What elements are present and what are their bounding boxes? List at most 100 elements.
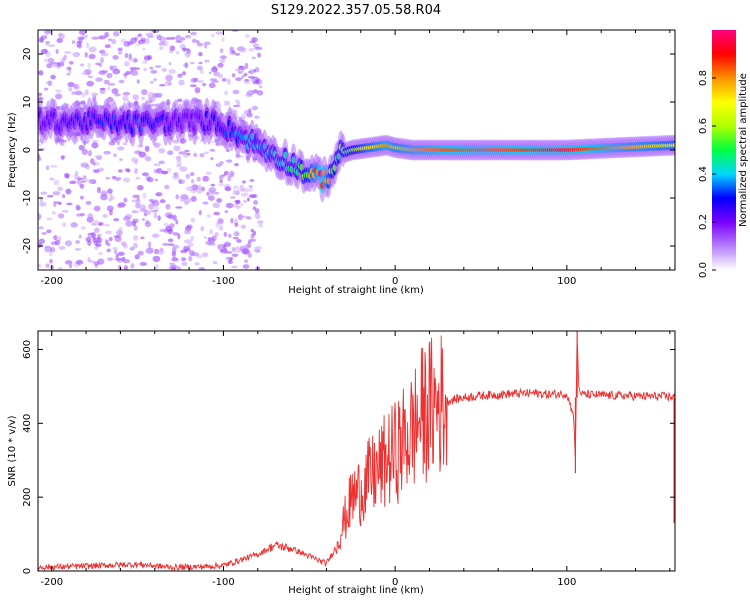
spectrogram-noise-blob xyxy=(130,37,137,44)
spectrogram-noise-blob xyxy=(113,249,117,255)
spectrogram-noise-blob xyxy=(61,209,70,213)
spectrogram-noise-blob xyxy=(123,197,128,203)
spectrogram-noise-blob xyxy=(95,62,102,66)
spectrogram-noise-blob xyxy=(257,52,261,58)
spectrogram-noise-blob xyxy=(207,214,211,218)
spectrogram-noise-blob xyxy=(38,226,44,230)
colorbar-ticks: 0.0 0.2 0.4 0.6 0.8 xyxy=(698,70,716,278)
spectrogram-noise-blob xyxy=(178,79,185,86)
spectrogram-noise-blob xyxy=(240,224,247,229)
spectrogram-noise-blob xyxy=(144,145,150,152)
spectrogram-noise-blob xyxy=(109,193,113,199)
spectrogram-noise-blob xyxy=(91,142,99,149)
spectrogram-noise-blob xyxy=(78,144,85,151)
spectrogram-noise-blob xyxy=(210,33,216,38)
spectrogram-noise-blob xyxy=(175,206,183,209)
snr-panel: -200 -100 0 100 0 200 400 600 Height of straigh… xyxy=(7,330,676,596)
spectrogram-noise-blob xyxy=(142,60,148,65)
spectrogram-noise-blob xyxy=(134,150,142,155)
spectrogram-noise-blob xyxy=(71,136,79,143)
spectrogram-noise-blob xyxy=(46,229,52,234)
spectrogram-noise-blob xyxy=(189,84,197,87)
spectrogram-noise-blob xyxy=(189,31,197,36)
spectrogram-noise-blob xyxy=(191,38,197,43)
spectrogram-noise-blob xyxy=(81,91,86,98)
spectrogram-noise-blob xyxy=(126,169,131,173)
spectrogram-noise-blob xyxy=(199,153,205,158)
spectrogram-noise-blob xyxy=(241,75,245,79)
spectrogram-noise-blob xyxy=(140,96,146,100)
spectrogram-noise-blob xyxy=(39,202,47,207)
spectrogram-noise-blob xyxy=(137,144,144,148)
spectrogram-noise-blob xyxy=(57,266,63,270)
spectrogram-noise-blob xyxy=(254,67,260,73)
spectrogram-noise-blob xyxy=(202,82,207,87)
spectrogram-noise-blob xyxy=(98,49,106,54)
spectrogram-noise-blob xyxy=(146,177,154,183)
spectrogram-noise-blob xyxy=(165,36,171,41)
spectrogram-noise-blob xyxy=(232,236,239,240)
spectrogram-noise-blob xyxy=(101,70,109,73)
spectrogram-noise-blob xyxy=(144,154,149,161)
spectrogram-noise-blob xyxy=(171,267,176,270)
spectrogram-noise-blob xyxy=(65,188,72,195)
spectrogram-noise-blob xyxy=(145,32,154,36)
spectrogram-noise-blob xyxy=(178,179,186,185)
spectrogram-noise-blob xyxy=(175,40,183,43)
spectrogram-noise-blob xyxy=(212,80,220,83)
spectrogram-noise-blob xyxy=(246,197,250,202)
spectrogram-noise-blob xyxy=(133,72,139,76)
spectrogram-noise-blob xyxy=(181,261,188,266)
spectrogram-ridge-core xyxy=(672,143,675,148)
spectrogram-noise-blob xyxy=(149,80,154,84)
spectrogram-noise-blob xyxy=(234,162,239,167)
spectrogram-noise-blob xyxy=(196,40,200,44)
spectrogram-noise-blob xyxy=(135,203,142,207)
spectrogram-noise-blob xyxy=(141,89,148,96)
spectrogram-noise-blob xyxy=(161,170,169,175)
spectrogram-noise-blob xyxy=(97,251,103,256)
spectrogram-noise-blob xyxy=(88,46,97,53)
spectrogram-noise-blob xyxy=(77,177,84,181)
spectrogram-noise-blob xyxy=(252,230,257,236)
spectrogram-noise-blob xyxy=(95,243,102,248)
spectrogram-noise-blob xyxy=(114,93,121,97)
spectrogram-ytick-label: -20 xyxy=(22,238,33,254)
spectrogram-noise-blob xyxy=(238,65,243,69)
spectrogram-noise-blob xyxy=(107,82,116,86)
spectrogram-noise-blob xyxy=(240,192,249,197)
spectrogram-noise-blob xyxy=(107,188,113,194)
spectrogram-noise-blob xyxy=(242,264,250,269)
spectrogram-noise-blob xyxy=(80,226,86,230)
spectrogram-noise-blob xyxy=(93,205,101,212)
spectrogram-noise-blob xyxy=(72,51,81,58)
spectrogram-noise-blob xyxy=(63,172,70,178)
spectrogram-noise-blob xyxy=(191,252,200,257)
spectrogram-noise-blob xyxy=(159,228,167,232)
spectrogram-noise-blob xyxy=(243,81,251,85)
spectrogram-xtick-label: -200 xyxy=(40,276,63,287)
spectrogram-noise-blob xyxy=(179,43,186,50)
spectrogram-noise-blob xyxy=(205,171,212,175)
spectrogram-noise-blob xyxy=(183,245,191,251)
spectrogram-noise-blob xyxy=(85,200,92,205)
spectrogram-noise-blob xyxy=(79,183,85,189)
snr-ticks: -200 -100 0 100 0 200 400 600 xyxy=(22,331,675,588)
spectrogram-noise-blob xyxy=(232,89,240,95)
spectrogram-noise-blob xyxy=(150,209,159,213)
spectrogram-noise-blob xyxy=(94,227,100,233)
spectrogram-noise-blob xyxy=(76,41,82,48)
spectrogram-noise-blob xyxy=(119,158,123,161)
spectrogram-noise-blob xyxy=(254,208,260,214)
spectrogram-noise-blob xyxy=(233,246,242,253)
snr-xtick-label: -200 xyxy=(40,577,63,588)
spectrogram-noise-blob xyxy=(117,251,125,256)
spectrogram-noise-blob xyxy=(248,48,255,52)
spectrogram-noise-blob xyxy=(166,167,172,173)
spectrogram-noise-blob xyxy=(115,253,119,259)
spectrogram-noise-blob xyxy=(100,52,109,57)
spectrogram-noise-blob xyxy=(214,231,219,237)
spectrogram-noise-blob xyxy=(88,53,96,60)
spectrogram-noise-blob xyxy=(251,56,256,60)
